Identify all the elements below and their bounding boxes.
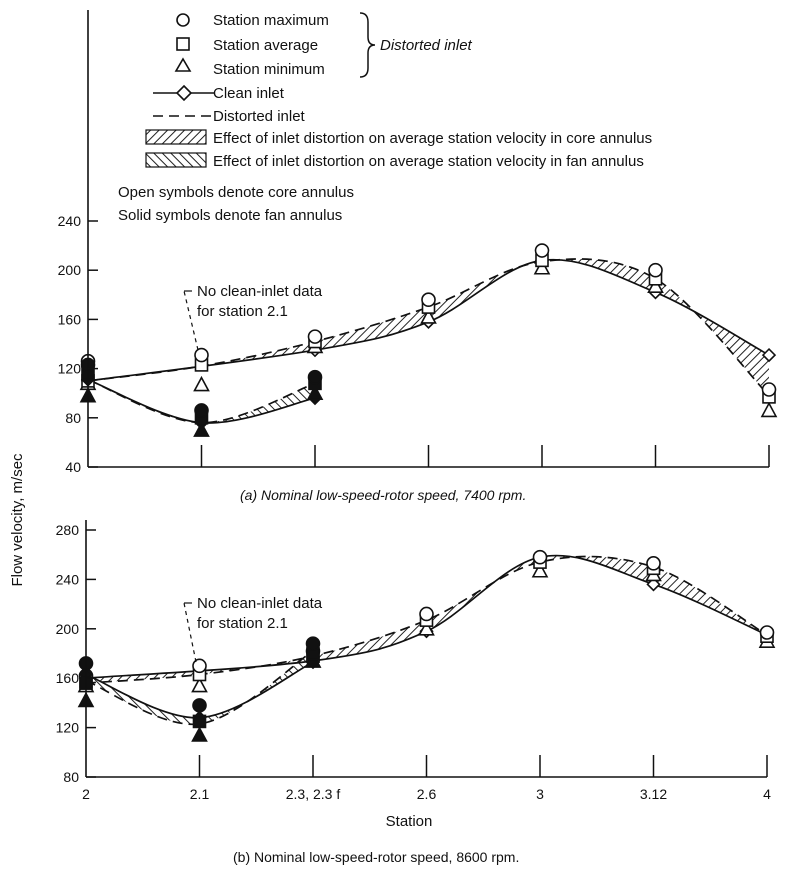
panel-b-y-tick-label: 280	[56, 522, 80, 538]
legend-distorted-inlet-group: Distorted inlet	[380, 37, 473, 54]
legend-core-band: Effect of inlet distortion on average st…	[213, 130, 652, 147]
chart-panel-a: 40 80 120 160 200 240 No clean-inlet data for…	[58, 10, 778, 503]
panel-b-fan-avg-point	[192, 714, 207, 729]
legend-station-maximum: Station maximum	[213, 12, 329, 29]
legend-distorted-inlet: Distorted inlet	[213, 108, 306, 125]
panel-b-core-min-point	[418, 620, 435, 636]
panel-a-core-min-point	[647, 277, 664, 293]
panel-a-lines	[87, 258, 770, 424]
legend-fan-band-swatch	[145, 152, 207, 168]
panel-b-core-clean-line	[85, 554, 768, 680]
panel-a-fan-max-point	[194, 403, 209, 418]
legend-circle-symbol	[176, 13, 190, 27]
panel-b-fan-min-point	[304, 652, 322, 668]
y-axis-title: Flow velocity, m/sec	[9, 453, 26, 587]
panel-a-annotation: No clean-inlet data for station 2.1	[183, 283, 323, 351]
panel-a-core-min-point	[760, 401, 778, 418]
panel-a-fan-max-point	[307, 369, 323, 385]
legend-station-minimum: Station minimum	[213, 61, 325, 78]
note-open-symbols: Open symbols denote core annulus	[118, 184, 354, 201]
panel-b-annotation-line-2: for station 2.1	[197, 615, 288, 632]
legend-brace	[359, 12, 376, 78]
panel-a-core-clean-point	[761, 347, 777, 363]
panel-b-axes	[85, 520, 768, 778]
station-label: 2.3, 2.3 f	[286, 786, 341, 802]
panel-a-core-clean-line	[87, 258, 770, 382]
panel-a-core-max-point	[307, 329, 323, 344]
panel-a-core-min-point	[533, 259, 551, 275]
panel-b-bands	[86, 555, 767, 725]
panel-b-annotation-line-1: No clean-inlet data	[197, 595, 323, 612]
panel-a-ticklabels: 40 80 120 160 200 240	[58, 213, 82, 475]
station-label: 2.1	[190, 786, 210, 802]
chart-panel-b: 80 120 160 200 240 280 No clean-inlet data fo…	[56, 520, 776, 865]
panel-a-core-max-point	[194, 347, 209, 363]
panel-b-y-tick-label: 200	[56, 621, 80, 637]
panel-a-markers	[79, 243, 778, 437]
legend-fan-band: Effect of inlet distortion on average st…	[213, 153, 644, 170]
panel-a-annotation-leader	[183, 290, 199, 351]
panel-b-markers	[77, 549, 776, 742]
legend: Station maximum Station average Station …	[118, 12, 652, 224]
panel-b-y-tick-label: 120	[56, 720, 80, 736]
station-label: 3.12	[640, 786, 667, 802]
panel-b-core-clean-point	[646, 577, 661, 592]
panel-b-fan-distorted-line	[85, 650, 314, 726]
panel-a-y-tick-label: 40	[65, 459, 81, 475]
panel-b-core-min-point	[531, 562, 549, 578]
panel-a-y-tick-label: 80	[65, 410, 81, 426]
panel-a-core-max-point	[534, 243, 550, 258]
panel-a-y-tick-label: 200	[58, 262, 82, 278]
station-label: 2.6	[417, 786, 437, 802]
panel-a-fan-distortion-band	[88, 379, 315, 423]
panel-a-fan-distorted-line	[87, 378, 316, 424]
legend-core-band-swatch	[145, 129, 207, 145]
panel-b-annotation-leader	[183, 602, 197, 663]
legend-diamond-symbol	[175, 84, 193, 102]
panel-b-caption: (b) Nominal low-speed-rotor speed, 8600 …	[233, 849, 519, 865]
legend-triangle-symbol	[174, 57, 192, 72]
station-label: 2	[82, 786, 90, 802]
panel-b-annotation: No clean-inlet data for station 2.1	[183, 595, 323, 663]
station-label: 3	[536, 786, 544, 802]
panel-b-fan-distortion-band	[86, 651, 313, 725]
station-labels: 2 2.1 2.3, 2.3 f 2.6 3 3.12 4	[82, 786, 771, 802]
panel-a-core-min-point	[193, 375, 210, 392]
panel-b-y-tick-label: 80	[63, 769, 79, 785]
panel-a-core-max-point	[648, 262, 663, 278]
panel-a-core-max-point	[421, 292, 436, 308]
legend-clean-inlet: Clean inlet	[213, 85, 285, 102]
panel-b-fan-min-point	[191, 726, 208, 742]
panel-a-annotation-line-1: No clean-inlet data	[197, 283, 323, 300]
panel-a-core-min-point	[420, 308, 437, 324]
panel-b-y-tick-label: 240	[56, 571, 80, 587]
x-axis-title: Station	[386, 813, 433, 830]
panel-b-ticklabels: 80 120 160 200 240 280	[56, 522, 80, 785]
panel-a-y-tick-label: 120	[58, 361, 82, 377]
panel-a-fan-min-point	[193, 421, 210, 437]
panel-b-fan-max-point	[305, 636, 321, 651]
panel-a-axes	[87, 10, 770, 468]
legend-square-symbol	[176, 37, 190, 51]
panel-a-annotation-line-2: for station 2.1	[197, 303, 288, 320]
panel-b-core-min-point	[191, 676, 208, 693]
note-solid-symbols: Solid symbols denote fan annulus	[118, 207, 342, 224]
panel-a-bands	[88, 259, 769, 423]
panel-b-core-max-point	[419, 606, 434, 622]
station-label: 4	[763, 786, 771, 802]
legend-station-average: Station average	[213, 37, 318, 54]
panel-a-fan-min-point	[306, 384, 324, 401]
panel-a-core-max-point	[761, 382, 777, 397]
panel-b-core-max-point	[532, 549, 548, 565]
panel-a-y-tick-label: 240	[58, 213, 82, 229]
panel-b-core-max-point	[646, 556, 661, 571]
panel-a-y-tick-label: 160	[58, 311, 82, 327]
panel-b-fan-max-point	[192, 698, 207, 713]
panel-b-core-max-point	[759, 625, 775, 640]
panel-b-core-max-point	[192, 658, 207, 674]
panel-a-caption: (a) Nominal low-speed-rotor speed, 7400 …	[240, 487, 526, 503]
panel-b-y-tick-label: 160	[56, 670, 80, 686]
